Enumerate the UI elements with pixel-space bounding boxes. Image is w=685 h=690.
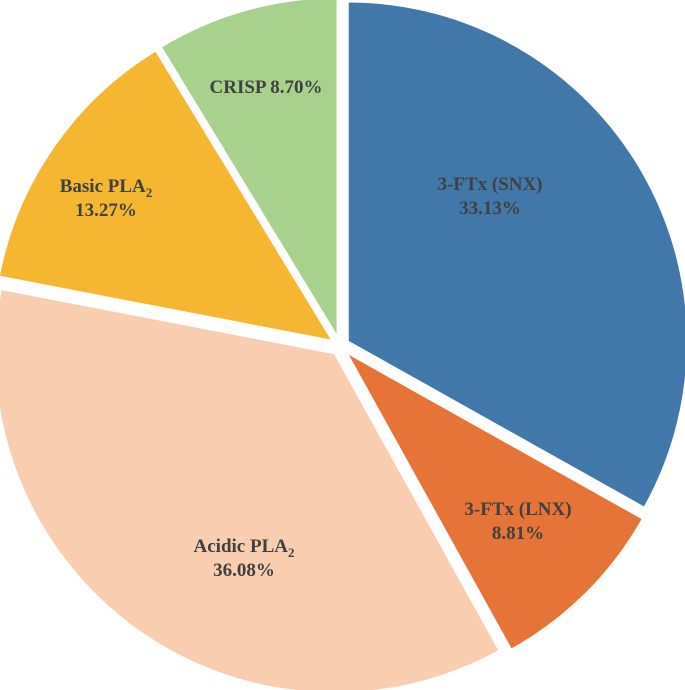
pie-slice: [159, 0, 339, 341]
slice-name: Basic PLA: [60, 176, 146, 197]
slice-label: Basic PLA2 13.27%: [60, 176, 153, 221]
slice-label: Acidic PLA2 36.08%: [194, 536, 295, 581]
slice-value-label: 8.81%: [492, 523, 544, 544]
slice-label: 3-FTx (SNX) 33.13%: [437, 174, 542, 219]
pie-slice: [346, 0, 685, 510]
slice-value-label: 36.08%: [213, 560, 275, 581]
pie-slice: [343, 349, 645, 652]
slice-label: CRISP 8.70%: [210, 77, 323, 98]
slice-name: Acidic PLA: [194, 536, 289, 557]
slice-name-subscript: 2: [146, 185, 153, 200]
slice-name: 3-FTx (LNX): [464, 499, 571, 520]
slice-value-label: 8.70%: [270, 77, 322, 98]
slice-name: CRISP: [210, 77, 271, 98]
slice-name-subscript: 2: [288, 545, 295, 560]
slice-label: 3-FTx (LNX) 8.81%: [464, 499, 571, 544]
slice-value-label: 33.13%: [459, 198, 521, 219]
slice-name: 3-FTx (SNX): [437, 174, 542, 195]
slice-value-label: 13.27%: [75, 200, 137, 221]
pie-slice: [0, 287, 501, 690]
pie-slice: [0, 49, 335, 343]
